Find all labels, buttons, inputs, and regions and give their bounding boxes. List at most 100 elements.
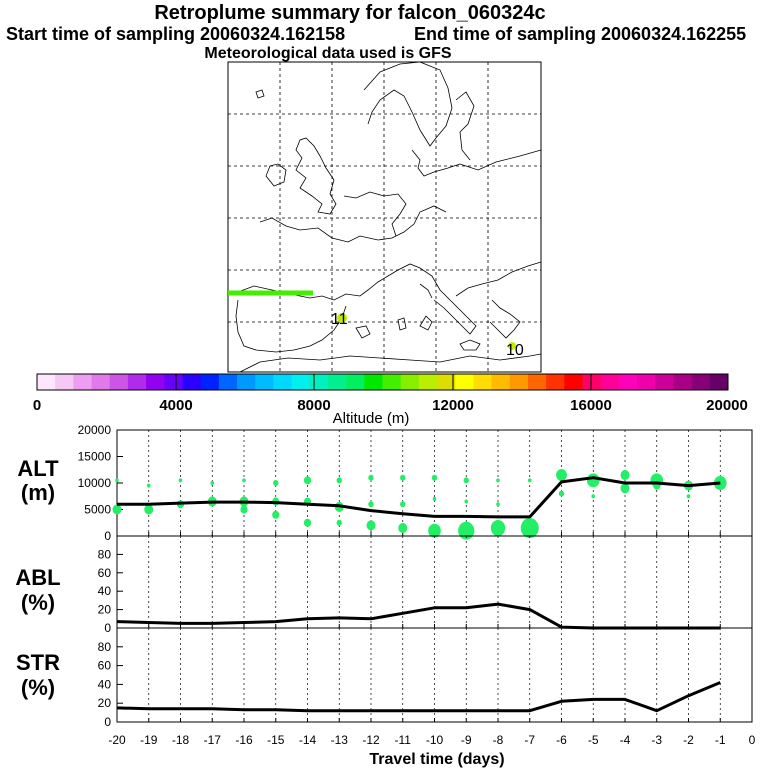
colorbar-swatch (546, 374, 565, 390)
alt-scatter-point (463, 477, 469, 484)
x-tick-label: -17 (204, 733, 222, 747)
colorbar-swatch (346, 374, 365, 390)
colorbar-swatch (673, 374, 693, 390)
x-tick-label: -18 (172, 733, 190, 747)
colorbar-swatch (655, 374, 674, 390)
colorbar-tick-labels: 0 4000 8000 12000 16000 20000 (33, 397, 748, 414)
colorbar-tick: 20000 (706, 397, 748, 414)
colorbar-swatch (164, 374, 183, 390)
alt-scatter-point (496, 478, 500, 483)
colorbar-swatch (273, 374, 293, 390)
abl-ytick-label: 60 (98, 566, 112, 580)
colorbar-swatch (327, 374, 347, 390)
alt-scatter-point (686, 494, 691, 499)
colorbar-tick: 16000 (570, 397, 612, 414)
alt-scatter-point (620, 483, 630, 494)
alt-scatter-point (398, 523, 408, 534)
alt-scatter-point (336, 519, 342, 526)
alt-scatter-point (458, 521, 475, 540)
x-tick-label: -12 (362, 733, 380, 747)
colorbar-swatch (509, 374, 529, 390)
plume-point-11 (337, 313, 347, 323)
alt-scatter-point (490, 520, 506, 537)
alt-ytick-label: 15000 (78, 450, 112, 464)
colorbar-swatch (91, 374, 111, 390)
colorbar-swatch (218, 374, 238, 390)
alt-scatter-point (272, 510, 280, 519)
chart-title: Retroplume summary for falcon_060324c (154, 2, 546, 24)
map-panel: 11 10 (227, 61, 542, 373)
alt-panel: 0 5000 10000 15000 20000 (78, 423, 753, 543)
x-tick-label: -8 (493, 733, 504, 747)
x-tick-label: -11 (395, 733, 412, 747)
sampling-end-time: End time of sampling 20060324.162255 (414, 24, 747, 44)
colorbar-swatch (600, 374, 620, 390)
alt-scatter-point (586, 473, 600, 488)
colorbar-tick: 8000 (297, 397, 330, 414)
colorbar-swatch (437, 374, 456, 390)
alt-scatter-point (144, 504, 154, 515)
colorbar-swatch (709, 374, 729, 390)
abl-ytick-label: 80 (98, 547, 112, 561)
x-tick-label: -1 (715, 733, 726, 747)
abl-series-line (116, 602, 721, 630)
panel-labels: ALT (m) ABL (%) STR (%) (15, 456, 60, 700)
colorbar (36, 373, 729, 391)
x-tick-label: -20 (108, 733, 126, 747)
str-ytick-label: 60 (98, 659, 112, 673)
alt-scatter-point (273, 480, 279, 486)
colorbar-swatch (400, 374, 420, 390)
alt-scatter-point (620, 470, 630, 481)
colorbar-swatch (127, 374, 147, 390)
colorbar-swatch (527, 374, 547, 390)
alt-scatter-point (240, 505, 248, 514)
colorbar-swatch (182, 374, 202, 390)
str-series-line (116, 681, 721, 713)
alt-scatter-point (115, 478, 119, 483)
str-ytick-label: 20 (98, 696, 112, 710)
colorbar-swatch (418, 374, 438, 390)
abl-ytick-label: 0 (104, 621, 111, 635)
x-tick-label: -19 (140, 733, 158, 747)
x-tick-label: -6 (556, 733, 567, 747)
colorbar-swatch (637, 374, 656, 390)
str-label: STR (16, 650, 60, 675)
colorbar-swatch (255, 374, 274, 390)
alt-scatter-point (336, 477, 342, 484)
colorbar-swatch (473, 374, 493, 390)
alt-ytick-label: 10000 (78, 476, 112, 490)
str-ytick-label: 80 (98, 640, 112, 654)
map-label-11: 11 (331, 311, 348, 328)
colorbar-swatch (73, 374, 93, 390)
alt-scatter-point (527, 478, 532, 483)
colorbar-swatch (618, 374, 638, 390)
colorbar-swatch (582, 374, 602, 390)
colorbar-swatch (309, 374, 329, 390)
str-ytick-label: 0 (104, 715, 111, 729)
alt-scatter-point (431, 474, 438, 481)
alt-ytick-label: 0 (104, 529, 111, 543)
sampling-start-time: Start time of sampling 20060324.162158 (6, 24, 346, 44)
abl-ytick-label: 20 (98, 603, 112, 617)
colorbar-swatch (55, 374, 74, 390)
alt-label: ALT (17, 456, 59, 481)
x-tick-label: 0 (749, 733, 756, 747)
x-tick-label: -14 (299, 733, 317, 747)
str-unit: (%) (21, 675, 55, 700)
abl-panel: 0 20 40 60 80 (98, 535, 753, 635)
colorbar-swatch (146, 374, 165, 390)
map-gridlines (228, 62, 541, 372)
colorbar-title: Altitude (m) (333, 410, 410, 427)
alt-scatter-point (146, 483, 151, 488)
colorbar-swatch (109, 374, 129, 390)
alt-scatter-point (178, 478, 183, 483)
colorbar-tick: 0 (33, 397, 41, 414)
str-ytick-label: 40 (98, 677, 112, 691)
alt-scatter-point (432, 496, 437, 501)
colorbar-swatch (491, 374, 511, 390)
colorbar-swatch (237, 374, 256, 390)
x-tick-label: -15 (267, 733, 285, 747)
alt-scatter-point (556, 469, 567, 482)
